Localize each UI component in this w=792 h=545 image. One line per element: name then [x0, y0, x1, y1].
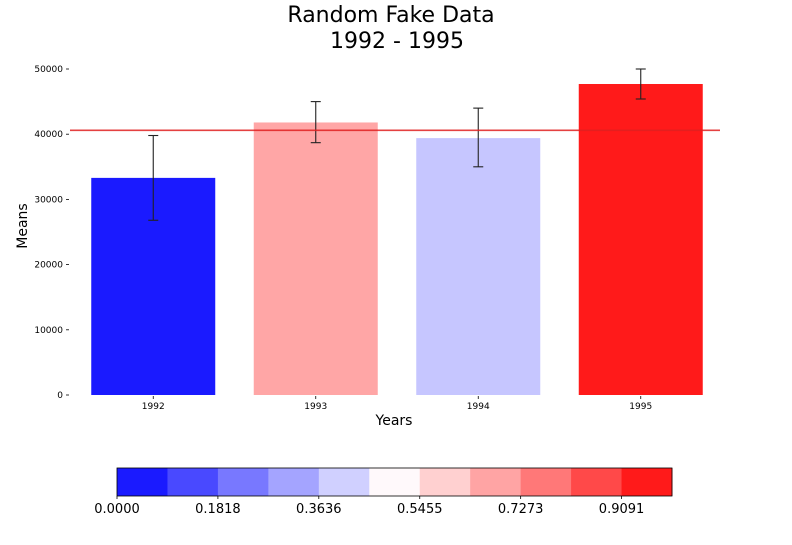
colorbar-segment	[621, 468, 673, 496]
error-bar-1993	[310, 101, 321, 144]
x-tick-label: 1992	[142, 402, 165, 412]
colorbar-tick-label: 0.9091	[599, 502, 645, 517]
x-tick-label: 1995	[629, 402, 652, 412]
colorbar-segment	[419, 468, 471, 496]
error-bar-1995	[635, 68, 646, 100]
chart-subtitle: 1992 - 1995	[330, 29, 464, 54]
colorbar-tick-label: 0.1818	[195, 502, 241, 517]
colorbar-tick-label: 0.5455	[397, 502, 443, 517]
y-tick-label: 0	[57, 391, 63, 401]
colorbar-segment	[520, 468, 572, 496]
bar-1995	[578, 83, 703, 395]
colorbar-segment	[318, 468, 370, 496]
colorbar-segment	[369, 468, 421, 496]
y-axis: 0 10000 20000 30000 40000 50000	[34, 65, 69, 401]
colorbar-border	[116, 467, 673, 497]
error-bar-1994	[473, 107, 484, 168]
x-axis: 1992 1993 1994 1995	[142, 396, 652, 412]
y-tick-label: 30000	[34, 195, 63, 205]
y-tick-label: 10000	[34, 326, 63, 336]
colorbar: 0.0000 0.1818 0.3636 0.5455 0.7273 0.9091	[94, 467, 673, 517]
colorbar-segment	[268, 468, 320, 496]
x-tick-label: 1994	[467, 402, 490, 412]
colorbar-segment	[470, 468, 522, 496]
bars-group	[91, 83, 703, 396]
bar-1993	[253, 122, 378, 396]
error-bar-1992	[148, 134, 159, 221]
colorbar-segment	[167, 468, 219, 496]
colorbar-segment	[217, 468, 269, 496]
chart-title: Random Fake Data	[287, 3, 494, 28]
x-tick-label: 1993	[304, 402, 327, 412]
x-axis-label: Years	[375, 413, 413, 429]
colorbar-tick-label: 0.0000	[94, 502, 140, 517]
error-bars-group	[148, 68, 646, 221]
y-tick-label: 40000	[34, 130, 63, 140]
colorbar-tick-label: 0.3636	[296, 502, 342, 517]
bar-1994	[416, 138, 541, 395]
colorbar-tick-label: 0.7273	[498, 502, 544, 517]
y-tick-label: 50000	[34, 65, 63, 75]
y-axis-label: Means	[15, 203, 31, 248]
colorbar-segment	[571, 468, 623, 496]
y-tick-label: 20000	[34, 261, 63, 271]
colorbar-segment	[117, 468, 168, 496]
